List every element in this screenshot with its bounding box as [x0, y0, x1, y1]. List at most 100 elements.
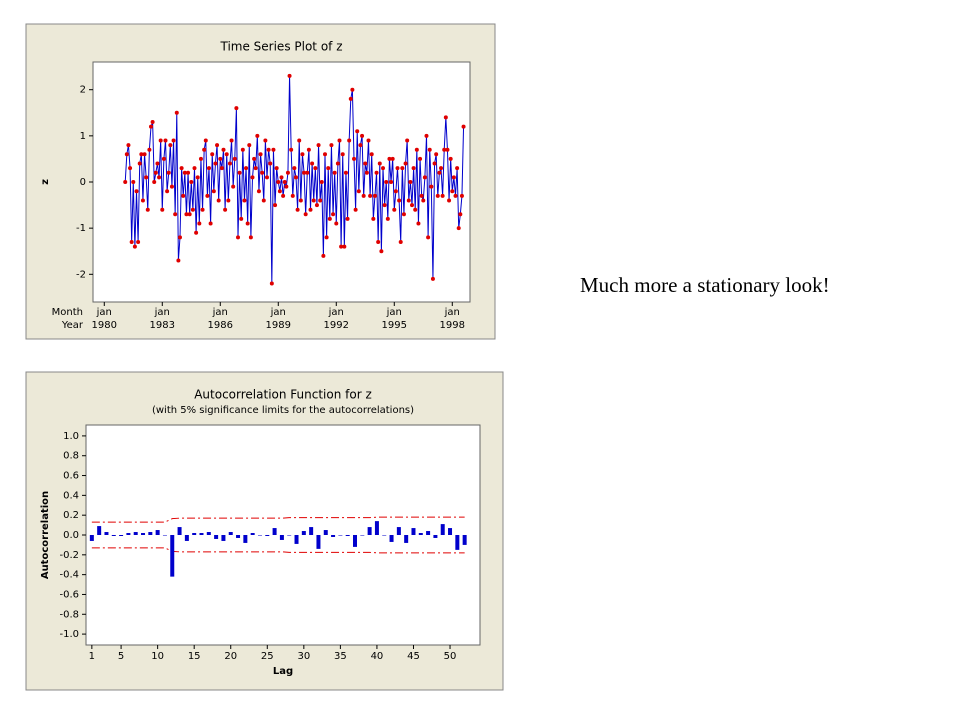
bar — [301, 531, 306, 535]
point — [342, 244, 347, 249]
bar — [272, 528, 277, 535]
point — [447, 198, 452, 203]
point — [279, 175, 284, 180]
point — [269, 281, 274, 286]
point — [437, 170, 442, 175]
point — [458, 212, 463, 217]
point — [335, 161, 340, 166]
point — [192, 166, 197, 171]
point — [435, 193, 440, 198]
point — [276, 180, 281, 184]
point — [207, 166, 211, 171]
bar — [448, 528, 453, 535]
point — [340, 152, 345, 157]
point — [319, 180, 324, 184]
point — [176, 258, 181, 263]
point — [168, 143, 173, 148]
bar — [404, 535, 409, 543]
point — [292, 166, 297, 171]
y-tick-label: 0.8 — [63, 451, 79, 462]
point — [250, 175, 255, 180]
point — [144, 175, 149, 180]
point — [237, 170, 242, 175]
point — [232, 156, 237, 161]
chart-subtitle: (with 5% significance limits for the aut… — [152, 405, 414, 416]
point — [368, 193, 373, 198]
point — [281, 193, 286, 198]
point — [260, 170, 265, 175]
point — [443, 115, 448, 120]
point — [189, 180, 194, 184]
x-tick-label: 40 — [371, 651, 384, 662]
point — [300, 152, 305, 157]
point — [353, 207, 358, 212]
point — [142, 152, 147, 157]
point — [134, 189, 139, 194]
point — [158, 138, 163, 143]
point — [221, 147, 226, 152]
point — [347, 138, 352, 143]
point — [379, 249, 384, 254]
point — [439, 166, 443, 171]
point — [326, 166, 331, 171]
x-tick-month: jan — [154, 307, 170, 318]
point — [244, 166, 249, 171]
point — [345, 216, 350, 221]
bar — [426, 531, 431, 535]
point — [161, 156, 166, 161]
point — [381, 166, 385, 171]
point — [429, 184, 434, 189]
point — [456, 226, 461, 231]
point — [440, 193, 445, 198]
y-tick-label: -2 — [76, 269, 86, 280]
point — [445, 147, 450, 152]
point — [197, 221, 202, 226]
point — [226, 198, 231, 203]
point — [398, 240, 403, 244]
bar — [433, 535, 438, 538]
point — [374, 170, 379, 175]
bar — [192, 533, 197, 535]
point — [194, 230, 199, 235]
bar — [418, 533, 423, 535]
bar — [411, 528, 416, 535]
point — [282, 180, 287, 184]
x-tick-label: 1998 — [440, 320, 465, 331]
y-tick-label: -0.2 — [59, 550, 79, 561]
point — [139, 152, 144, 157]
point — [358, 143, 363, 148]
bar — [374, 521, 379, 535]
point — [366, 138, 371, 143]
bar — [228, 532, 233, 535]
point — [258, 152, 263, 157]
point — [305, 170, 310, 175]
y-tick-label: 0.4 — [63, 490, 79, 501]
point — [334, 221, 339, 226]
point — [129, 240, 134, 244]
bar — [345, 535, 350, 536]
significance-limit — [91, 516, 465, 523]
point — [403, 161, 408, 166]
x-row-label: Month — [52, 307, 83, 318]
point — [160, 207, 165, 212]
point — [203, 138, 208, 143]
point — [169, 184, 174, 189]
point — [350, 87, 355, 92]
point — [242, 198, 247, 203]
point — [290, 193, 295, 198]
point — [318, 198, 323, 203]
bar — [294, 535, 299, 544]
point — [323, 152, 327, 157]
point — [271, 147, 276, 152]
point — [371, 216, 376, 221]
point — [424, 133, 429, 138]
point — [227, 161, 232, 166]
y-tick-label: -0.8 — [59, 609, 79, 620]
point — [411, 166, 416, 171]
x-tick-label: 50 — [444, 651, 457, 662]
point — [210, 152, 215, 157]
x-tick-label: 20 — [224, 651, 237, 662]
point — [313, 166, 318, 171]
point — [137, 161, 142, 166]
